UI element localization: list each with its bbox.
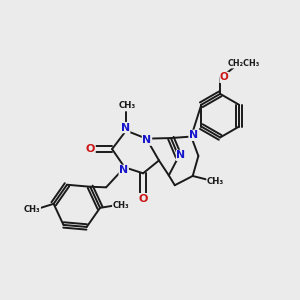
Text: N: N <box>189 130 198 140</box>
Text: CH₂CH₃: CH₂CH₃ <box>228 59 260 68</box>
Text: N: N <box>142 135 152 145</box>
Text: CH₃: CH₃ <box>118 101 136 110</box>
Text: O: O <box>220 72 229 82</box>
Text: N: N <box>176 150 186 161</box>
Text: N: N <box>119 165 128 175</box>
Text: O: O <box>138 194 148 204</box>
Text: N: N <box>121 123 130 133</box>
Text: CH₃: CH₃ <box>24 205 40 214</box>
Text: CH₃: CH₃ <box>112 201 129 210</box>
Text: O: O <box>85 144 95 154</box>
Text: CH₃: CH₃ <box>207 177 224 186</box>
